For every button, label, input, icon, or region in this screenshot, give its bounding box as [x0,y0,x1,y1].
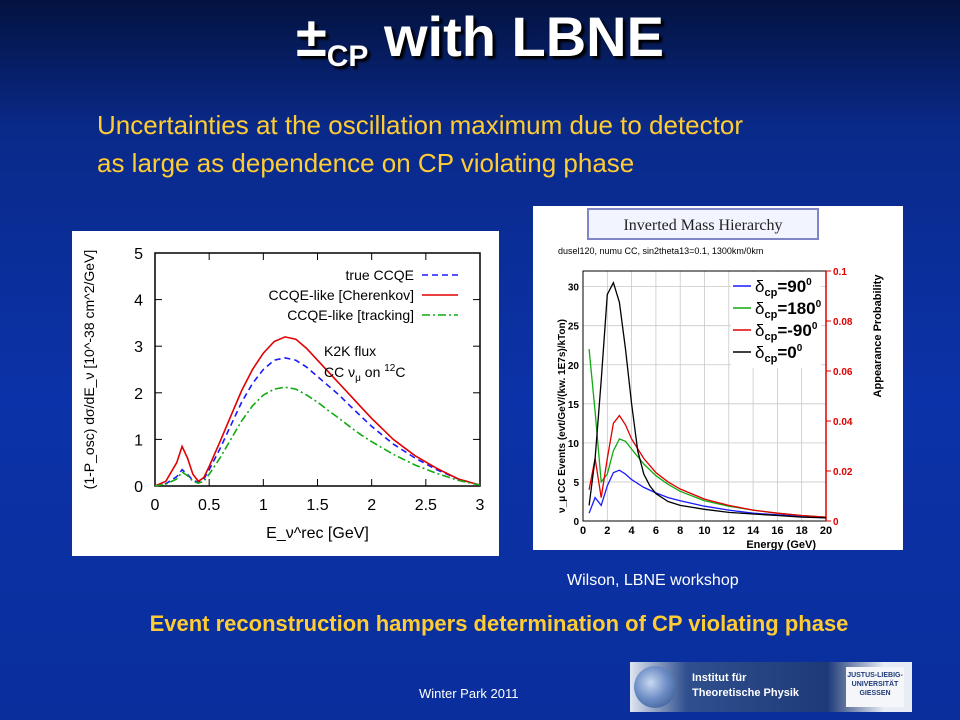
y-right-tick-label-1: 0.02 [833,467,853,478]
title-main: ± [296,5,327,68]
subtitle-line-2: as large as dependence on CP violating p… [97,148,635,178]
title-rest: with LBNE [368,5,664,68]
series-line-1 [154,336,481,487]
x-tick-label-3: 1.5 [306,497,328,514]
series-line-2 [588,414,827,518]
logo-uni-line-3: GIESSEN [859,690,891,697]
x-axis-label: Energy (GeV) [746,539,816,550]
x-tick-label-9: 18 [796,525,808,537]
events-chart: Inverted Mass Hierarchy dusel120, numu CC… [557,208,884,551]
title-box [587,208,819,240]
logo-text-line-1: Institut für [692,672,747,684]
legend-label-2: CCQE-like [tracking] [287,307,414,323]
x-tick-label-1: 2 [604,525,610,537]
x-tick-label-3: 6 [653,525,659,537]
left-chart-panel: 0 0.5 1 1.5 2 2.5 3 0 1 2 3 4 5 E_ν^rec [GeV] (1-P_osc… [72,231,499,556]
slide-title: ±CP with LBNE [0,2,960,92]
y-axis-label: (1-P_osc) dσ/dE_ν [10^-38 cm^2/GeV] [81,250,97,490]
title-sub: CP [326,40,369,73]
y-tick-label-1: 1 [134,432,143,449]
y-tick-label-0: 0 [134,479,143,496]
y-tick-label-3: 3 [134,339,143,356]
conclusion-text: Event reconstruction hampers determinati… [149,611,849,636]
x-tick-label-5: 10 [698,525,710,537]
legend-label-3: δcp=00 [755,343,803,365]
credit-text: Wilson, LBNE workshop [567,572,739,589]
x-tick-label-1: 0.5 [198,497,220,514]
legend-label-2: δcp=-900 [755,321,818,343]
university-logo: JUSTUS-LIEBIG- UNIVERSITÄT GIESSEN [846,667,904,707]
university-logo-text: JUSTUS-LIEBIG- UNIVERSITÄT GIESSEN [846,671,904,698]
x-tick-label-7: 14 [747,525,760,537]
x-tick-label-10: 20 [820,525,832,537]
y-right-tick-label-3: 0.06 [833,367,853,378]
series-line-1 [588,349,827,518]
legend-label-0: true CCQE [346,267,414,283]
x-tick-label-4: 8 [677,525,683,537]
y-right-tick-label-2: 0.04 [833,417,853,428]
y-tick-label-0: 0 [573,517,579,528]
institute-logo-bar: Institut für Theoretische Physik JUSTUS-… [630,662,912,712]
series-line-2 [154,386,481,487]
x-tick-label-4: 2 [367,497,376,514]
y-right-axis-label: Appearance Probability [872,274,884,398]
y-axis-label: ν_μ CC Events (evt/GeV/(kw. 1E7s)/kTon) [557,319,568,513]
logo-uni-line-2: UNIVERSITÄT [851,681,899,688]
series-line-3 [588,280,827,519]
y-right-tick-label-4: 0.08 [833,317,853,328]
y-tick-label-1: 5 [573,478,579,489]
annotation-line-1: K2K flux [324,343,376,359]
legend-label-1: CCQE-like [Cherenkov] [269,287,415,303]
chart-title: Inverted Mass Hierarchy [623,217,782,234]
institute-logo-icon [634,666,676,708]
x-tick-label-6: 3 [476,497,485,514]
annotation-line-2: CC νμ on 12C [324,363,406,384]
cross-section-chart: 0 0.5 1 1.5 2 2.5 3 0 1 2 3 4 5 E_ν^rec [GeV] (1-P_osc… [81,246,485,542]
footer-text: Winter Park 2011 [419,686,519,701]
logo-uni-line-1: JUSTUS-LIEBIG- [847,672,903,679]
x-tick-label-5: 2.5 [415,497,437,514]
logo-text-line-2: Theoretische Physik [692,687,799,699]
y-tick-label-5: 25 [568,322,580,333]
y-tick-label-6: 30 [568,283,580,294]
x-axis-label: E_ν^rec [GeV] [266,525,369,542]
y-right-tick-label-5: 0.1 [833,267,847,278]
y-tick-label-2: 2 [134,386,143,403]
y-tick-label-4: 20 [568,361,580,372]
x-tick-label-0: 0 [151,497,160,514]
y-right-tick-label-0: 0 [833,517,839,528]
x-tick-label-2: 4 [629,525,636,537]
subtitle-line-1: Uncertainties at the oscillation maximum… [97,110,743,140]
y-tick-label-4: 4 [134,293,143,310]
slide-subtitle: Uncertainties at the oscillation maximum… [97,106,917,182]
right-chart-panel: Inverted Mass Hierarchy dusel120, numu CC… [533,206,903,551]
series-line-0 [588,469,827,519]
legend-label-0: δcp=900 [755,277,812,299]
x-tick-label-2: 1 [259,497,268,514]
x-tick-label-8: 16 [771,525,783,537]
y-tick-label-5: 5 [134,246,143,263]
institute-logo-text: Institut für Theoretische Physik [692,671,799,701]
x-tick-label-0: 0 [580,525,586,537]
legend-label-1: δcp=1800 [755,299,822,321]
y-tick-label-2: 10 [568,439,580,450]
y-tick-label-3: 15 [568,400,580,411]
x-tick-label-6: 12 [723,525,735,537]
chart-subtitle: dusel120, numu CC, sin2theta13=0.1, 1300… [558,246,763,256]
series-line-0 [154,356,481,487]
